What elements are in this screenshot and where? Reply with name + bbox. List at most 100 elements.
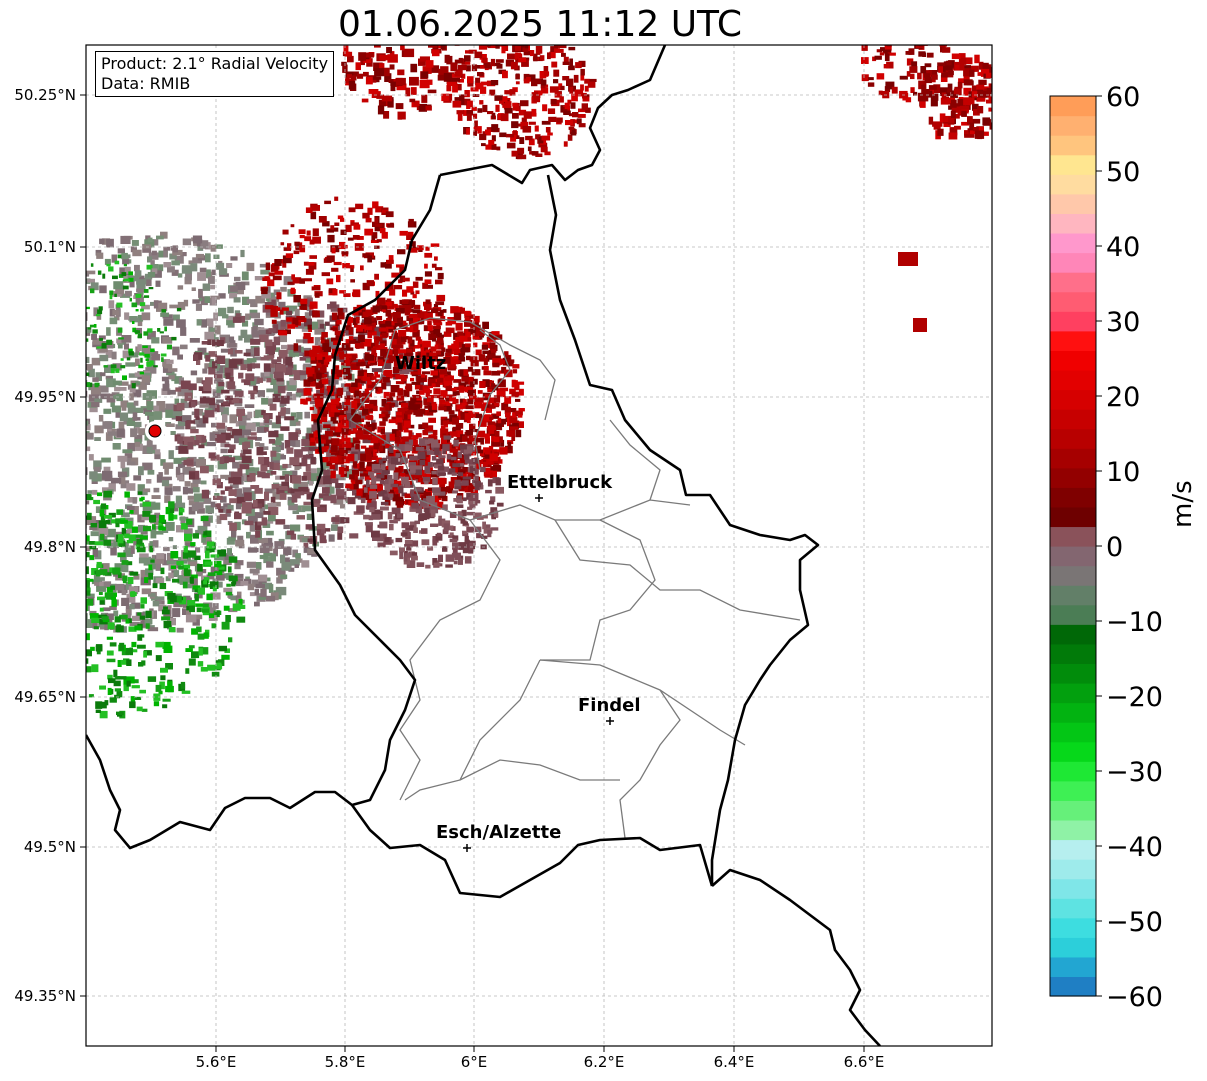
echo-pixel [125, 619, 130, 624]
echo-pixel [283, 546, 292, 555]
echo-pixel [134, 625, 142, 631]
echo-pixel [380, 428, 385, 435]
echo-pixel [241, 519, 247, 525]
echo-pixel [99, 581, 104, 590]
echo-pixel [43, 355, 50, 363]
echo-pixel [419, 362, 428, 369]
echo-pixel [389, 519, 398, 524]
echo-pixel [493, 395, 501, 403]
echo-pixel [202, 368, 208, 374]
echo-pixel [395, 537, 403, 543]
echo-pixel [236, 285, 244, 295]
echo-pixel [464, 343, 471, 348]
echo-pixel [289, 457, 300, 466]
echo-pixel [507, 442, 512, 449]
echo-pixel [437, 337, 444, 344]
echo-pixel [320, 388, 329, 395]
echo-pixel [489, 453, 498, 461]
echo-pixel [242, 487, 252, 495]
echo-pixel [240, 364, 247, 371]
echo-pixel [325, 486, 335, 494]
echo-pixel [370, 326, 375, 333]
echo-pixel [400, 422, 405, 427]
echo-pixel [439, 309, 444, 313]
echo-pixel [86, 446, 91, 452]
echo-pixel [230, 595, 240, 601]
echo-pixel [287, 500, 295, 506]
echo-pixel [79, 606, 85, 614]
echo-pixel [457, 331, 464, 338]
echo-pixel [130, 649, 138, 653]
echo-pixel [99, 338, 103, 341]
echo-pixel [278, 349, 288, 359]
echo-pixel [72, 638, 78, 643]
echo-pixel [461, 468, 470, 472]
echo-pixel [38, 597, 43, 604]
echo-pixel [177, 461, 186, 469]
echo-pixel [330, 456, 339, 464]
echo-pixel [17, 523, 25, 529]
echo-pixel [370, 361, 378, 366]
echo-pixel [224, 443, 231, 448]
echo-pixel [64, 505, 72, 509]
echo-pixel [130, 428, 138, 438]
echo-pixel [102, 581, 112, 588]
echo-pixel [387, 496, 393, 501]
echo-pixel [365, 466, 372, 470]
echo-pixel [292, 420, 301, 426]
echo-pixel [249, 473, 256, 482]
echo-pixel [113, 281, 124, 290]
echo-pixel [482, 350, 491, 354]
echo-pixel [177, 354, 183, 360]
echo-pixel [302, 505, 312, 512]
echo-pixel [213, 254, 220, 259]
echo-pixel [6, 611, 12, 615]
echo-pixel [127, 405, 136, 414]
echo-pixel [473, 130, 477, 136]
echo-pixel [60, 531, 66, 536]
echo-pixel [157, 328, 161, 332]
echo-pixel [126, 505, 135, 511]
echo-pixel [114, 583, 125, 591]
echo-pixel [69, 668, 76, 672]
echo-pixel [344, 395, 353, 400]
echo-pixel [156, 401, 166, 410]
echo-pixel [111, 254, 118, 263]
echo-pixel [206, 318, 214, 326]
echo-pixel [247, 547, 258, 553]
echo-pixel [200, 515, 209, 522]
echo-pixel [114, 386, 121, 392]
echo-pixel [420, 316, 425, 323]
echo-pixel [309, 255, 317, 259]
echo-pixel [140, 357, 143, 363]
echo-pixel [229, 484, 239, 489]
echo-pixel [251, 376, 260, 384]
echo-pixel [264, 302, 272, 306]
echo-pixel [161, 309, 166, 313]
echo-pixel [367, 381, 376, 389]
echo-pixel [275, 586, 287, 596]
echo-pixel [111, 477, 122, 484]
echo-pixel [578, 60, 586, 67]
echo-pixel [453, 379, 462, 383]
echo-pixel [129, 510, 134, 514]
echo-pixel [68, 430, 76, 438]
echo-pixel [464, 535, 469, 544]
echo-pixel [102, 607, 111, 612]
echo-pixel [150, 264, 159, 272]
echo-pixel [49, 375, 59, 384]
echo-pixel [261, 410, 266, 416]
echo-pixel [56, 558, 62, 565]
echo-pixel [181, 523, 188, 530]
echo-pixel [151, 250, 157, 256]
echo-pixel [320, 337, 325, 344]
echo-pixel [387, 478, 394, 484]
echo-pixel [86, 566, 89, 575]
echo-pixel [168, 627, 176, 633]
echo-pixel [463, 497, 467, 502]
echo-pixel [188, 500, 200, 506]
echo-pixel [101, 343, 107, 349]
echo-pixel [313, 499, 321, 504]
echo-pixel [286, 348, 291, 354]
echo-pixel [308, 478, 313, 486]
